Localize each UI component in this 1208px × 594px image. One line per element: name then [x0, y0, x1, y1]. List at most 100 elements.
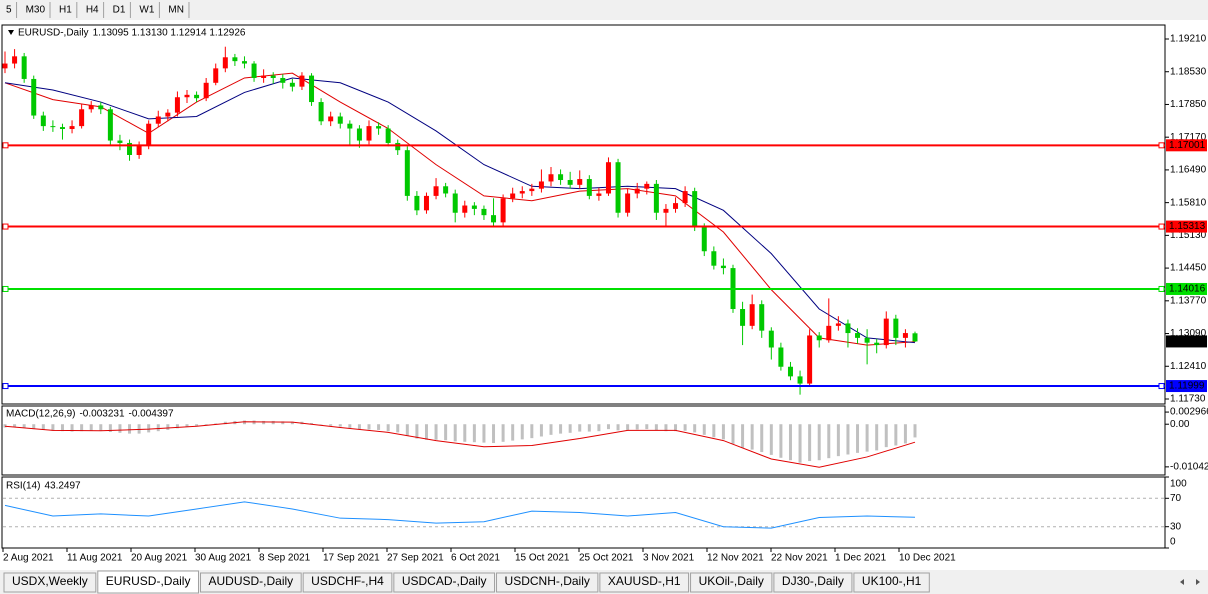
candle-body — [558, 174, 564, 181]
indicator-value: 43.2497 — [44, 481, 81, 492]
y-tick-label: 1.14450 — [1170, 263, 1207, 274]
candle-body — [107, 109, 113, 141]
candle-body — [270, 75, 276, 78]
candle-body — [328, 116, 334, 122]
candle-body — [337, 116, 343, 124]
candle-body — [462, 205, 468, 213]
candle-body — [385, 128, 391, 143]
candle-body — [184, 94, 190, 98]
candle-body — [481, 208, 487, 216]
level-label-box — [1166, 220, 1207, 233]
ohlc-values: 1.13095 1.13130 1.12914 1.12926 — [93, 28, 246, 39]
y-tick-label: 0 — [1170, 537, 1176, 548]
level-handle — [1158, 285, 1165, 292]
candle-body — [816, 335, 822, 341]
timeframe-button[interactable]: W1 — [139, 5, 154, 16]
candle-body — [146, 123, 152, 146]
candle-body — [787, 366, 793, 377]
timeframe-button[interactable]: M30 — [26, 5, 46, 16]
candle-body — [12, 56, 18, 64]
tab-label[interactable]: USDX,Weekly — [12, 574, 88, 588]
candle-body — [912, 333, 918, 342]
candle-body — [366, 126, 372, 141]
candle-body — [883, 318, 889, 346]
tab-label[interactable]: USDCAD-,Daily — [402, 574, 487, 588]
level-handle — [2, 383, 9, 390]
candle-body — [855, 333, 861, 338]
tab-label[interactable]: UK100-,H1 — [862, 574, 922, 588]
x-tick-label: 8 Sep 2021 — [259, 553, 311, 564]
y-tick-label: 1.19210 — [1170, 34, 1207, 45]
tab[interactable] — [199, 572, 302, 593]
level-label: 1.17001 — [1169, 140, 1206, 151]
tab[interactable] — [3, 572, 97, 593]
tab[interactable] — [496, 572, 599, 593]
candle-body — [203, 82, 209, 99]
y-tick-label: -0.010422 — [1170, 462, 1208, 473]
candle-body — [309, 75, 315, 103]
level-label: 1.14016 — [1169, 284, 1206, 295]
candle-body — [79, 109, 85, 127]
tab-label[interactable]: UKOil-,Daily — [699, 574, 764, 588]
candle-body — [356, 128, 362, 141]
candle-body — [615, 162, 621, 213]
y-tick-label: 1.16490 — [1170, 165, 1207, 176]
candle-body — [433, 186, 439, 196]
x-tick-label: 1 Dec 2021 — [835, 553, 887, 564]
tab-label[interactable]: AUDUSD-,Daily — [208, 574, 293, 588]
scroll-right[interactable] — [1196, 579, 1200, 585]
candle-body — [136, 145, 142, 155]
x-tick-label: 10 Dec 2021 — [899, 553, 956, 564]
candle-body — [538, 181, 544, 189]
candle-body — [241, 61, 247, 64]
chart-title: EURUSD-,Daily — [18, 28, 89, 39]
tab[interactable] — [599, 572, 690, 593]
y-tick-label: 1.15130 — [1170, 230, 1207, 241]
tab-label[interactable]: EURUSD-,Daily — [106, 574, 191, 588]
indicator-value: -0.003231 — [79, 409, 124, 420]
level-handle — [1158, 383, 1165, 390]
candle-body — [567, 180, 573, 185]
candle-body — [318, 102, 324, 122]
tab-label[interactable]: USDCHF-,H4 — [311, 574, 384, 588]
candle-body — [845, 323, 851, 334]
candle-body — [423, 195, 429, 211]
tab[interactable] — [302, 572, 393, 593]
tab-label[interactable]: DJ30-,Daily — [782, 574, 844, 588]
x-tick-label: 12 Nov 2021 — [707, 553, 764, 564]
candle-body — [519, 191, 525, 194]
x-tick-label: 22 Nov 2021 — [771, 553, 828, 564]
candle-body — [634, 188, 640, 194]
timeframe-button[interactable]: D1 — [113, 5, 126, 16]
timeframe-button[interactable]: MN — [168, 5, 184, 16]
candle-body — [510, 193, 516, 199]
candle-body — [902, 333, 908, 338]
tab[interactable] — [97, 570, 199, 594]
candle-body — [720, 265, 726, 269]
candle-body — [155, 116, 161, 124]
tab-label[interactable]: XAUUSD-,H1 — [608, 574, 681, 588]
candle-body — [625, 193, 631, 213]
moving-average — [4, 72, 916, 346]
candle-body — [21, 56, 27, 79]
candle-body — [69, 126, 75, 130]
timeframe-button[interactable]: 5 — [6, 5, 12, 16]
timeframe-button[interactable]: H4 — [86, 5, 99, 16]
candle-body — [673, 203, 679, 209]
candle-body — [376, 126, 382, 129]
candle-body — [414, 195, 420, 211]
candle-body — [807, 335, 813, 384]
candle-body — [711, 251, 717, 266]
tab[interactable] — [773, 572, 853, 593]
tab[interactable] — [853, 572, 930, 593]
candle-body — [759, 304, 765, 331]
candle-body — [213, 68, 219, 83]
candle-body — [491, 215, 497, 223]
timeframe-button[interactable]: H1 — [59, 5, 72, 16]
candle-body — [299, 75, 305, 87]
tab-label[interactable]: USDCNH-,Daily — [505, 574, 590, 588]
tab[interactable] — [393, 572, 496, 593]
candle-body — [251, 63, 257, 78]
scroll-left[interactable] — [1180, 579, 1184, 585]
tab[interactable] — [690, 572, 773, 593]
